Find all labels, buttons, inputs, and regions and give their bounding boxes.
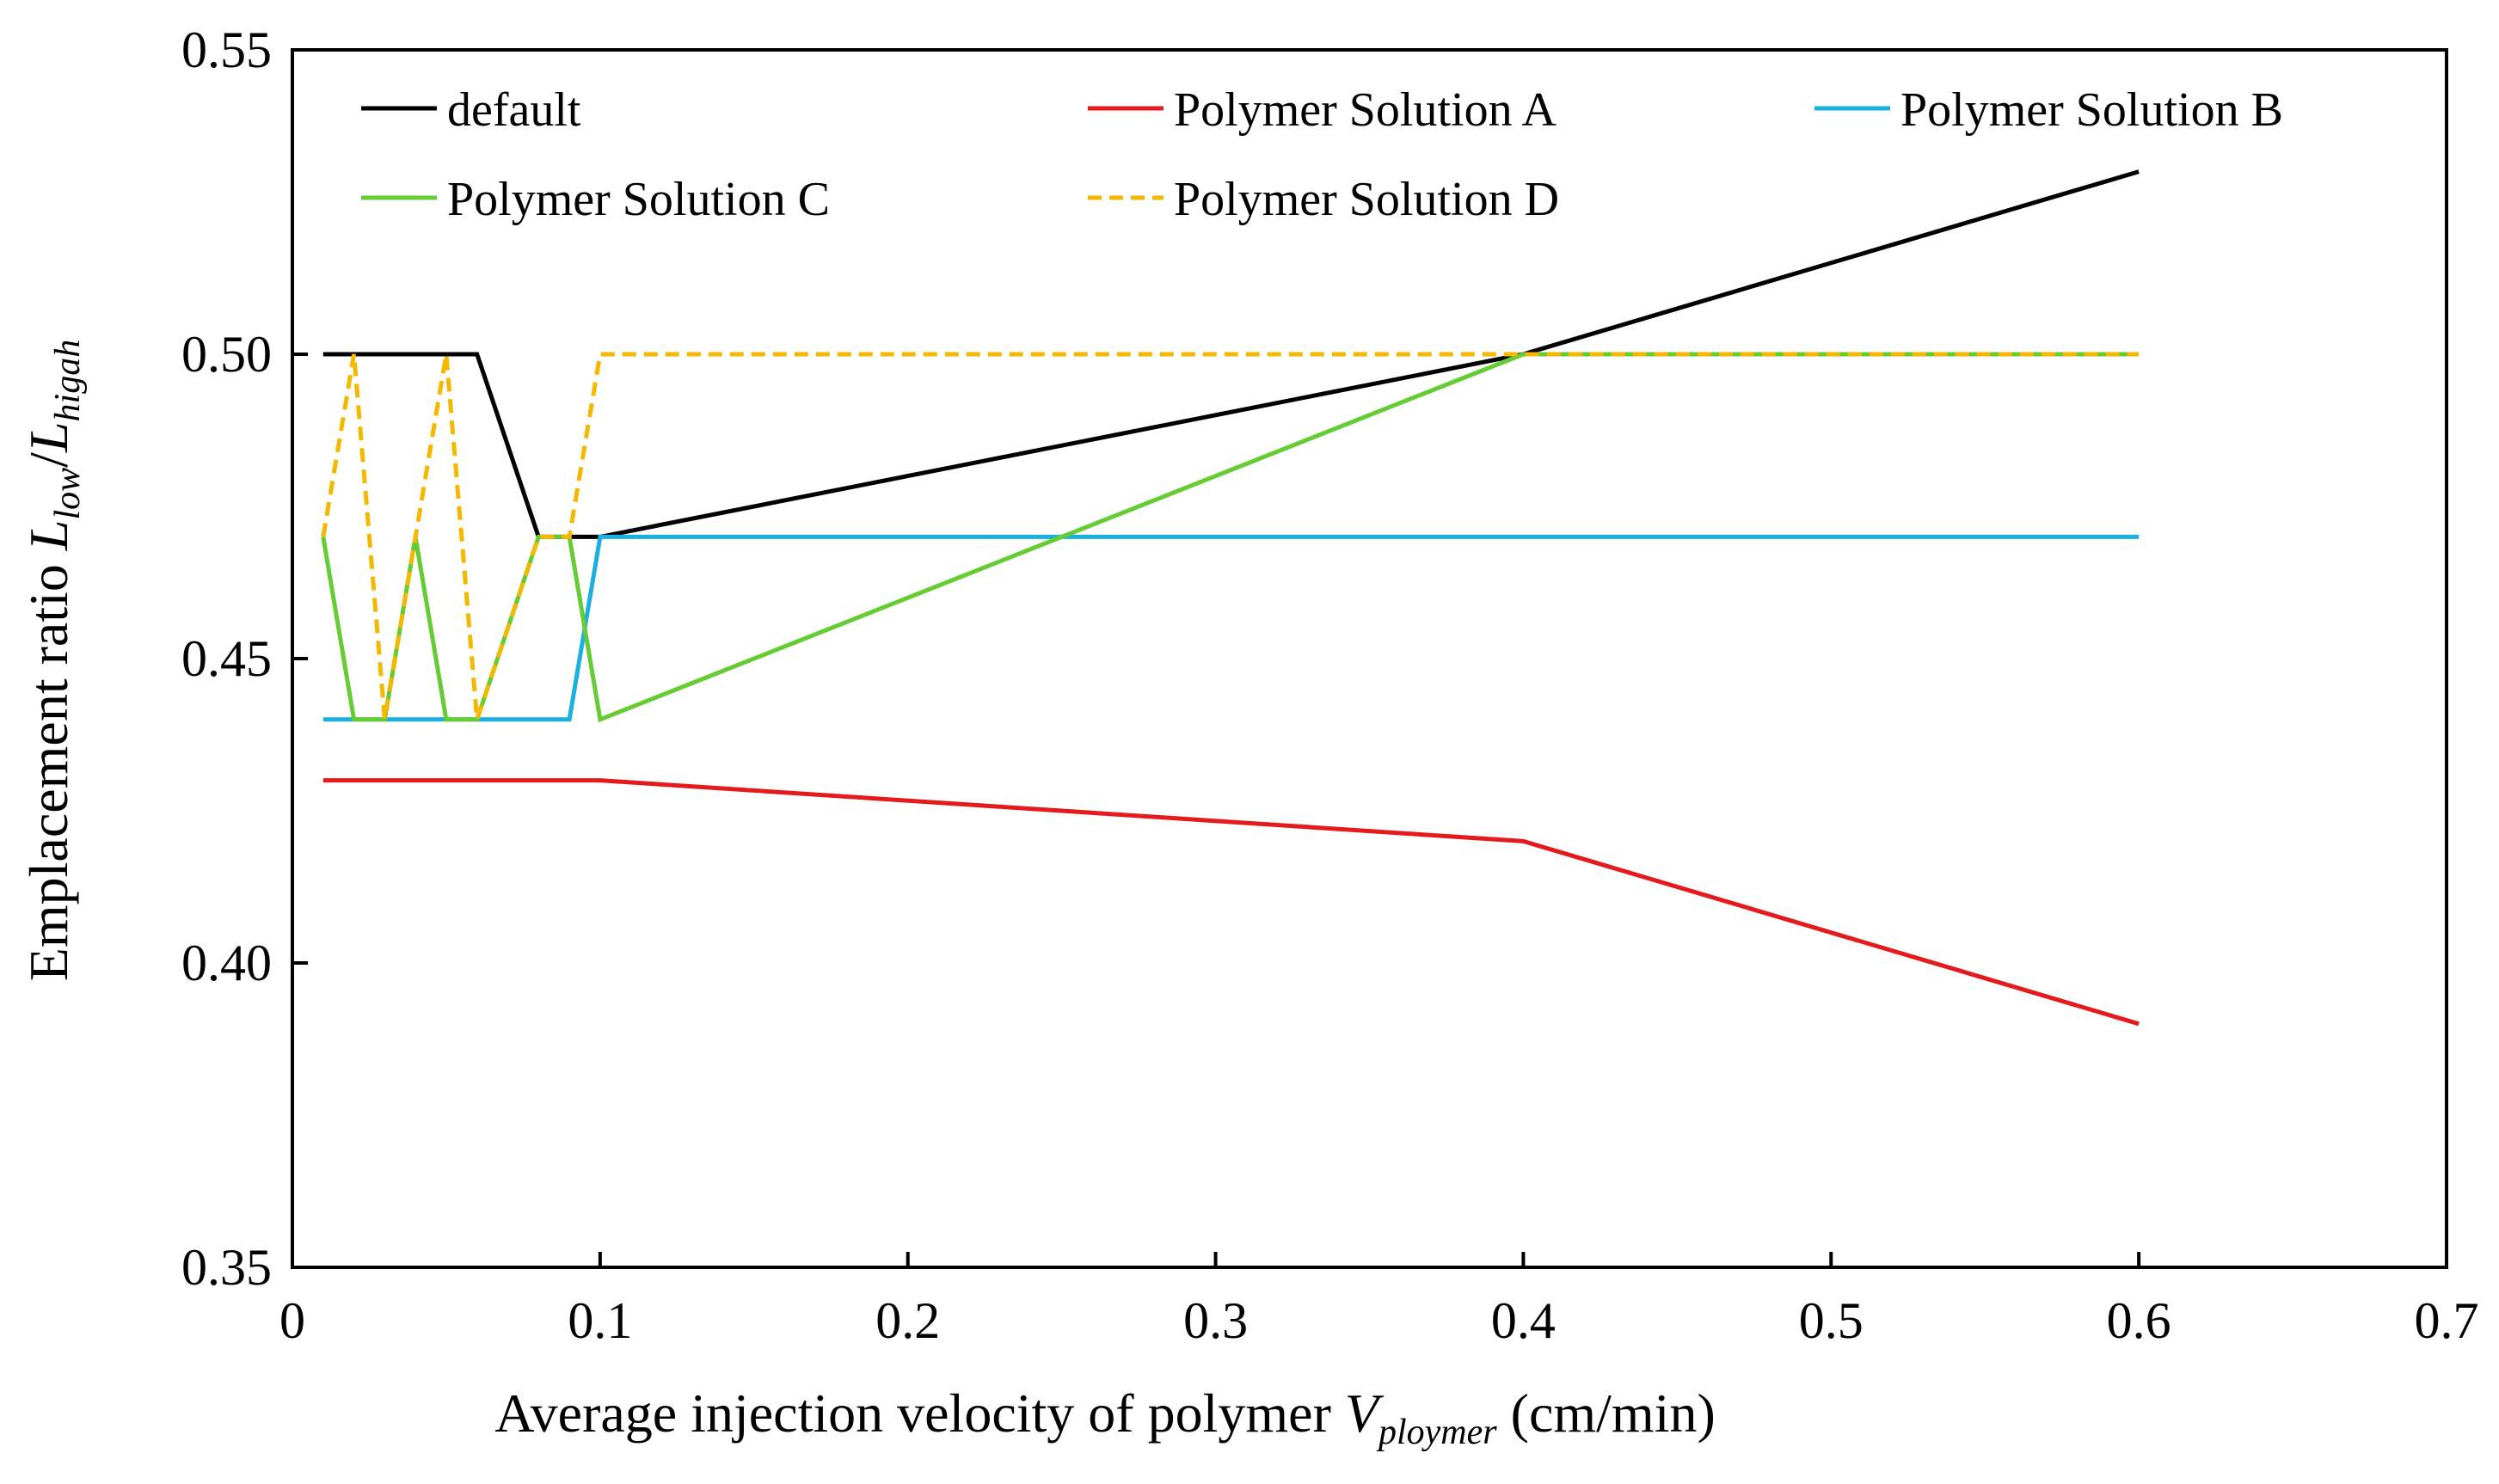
y-axis-title-subscript-1: low — [48, 468, 88, 520]
x-tick-label: 0 — [279, 1292, 305, 1349]
series-line-polymer-solution-c — [321, 352, 2140, 723]
y-axis-title-variable-2: L — [18, 421, 79, 453]
y-tick-label: 0.45 — [181, 630, 272, 687]
x-axis-title-subscript: ploymer — [1376, 1413, 1497, 1452]
legend-label-default: default — [447, 83, 581, 137]
x-axis-title-suffix: (cm/min) — [1497, 1383, 1716, 1444]
legend-label-polymer-solution-d: Polymer Solution D — [1174, 173, 1559, 226]
x-tick-label: 0.5 — [1799, 1292, 1864, 1349]
y-axis-title-subscript-2: higah — [48, 340, 88, 422]
legend-label-polymer-solution-b: Polymer Solution B — [1900, 83, 2283, 137]
x-tick-label: 0.4 — [1491, 1292, 1556, 1349]
x-axis-title-variable: V — [1345, 1383, 1385, 1444]
y-axis-title: Emplacement ratio Llow/Lhigah — [18, 340, 88, 981]
y-axis-ticks: 0.35 0.40 0.45 0.50 0.55 — [181, 21, 308, 1296]
y-axis-title-variable-1: L — [18, 520, 79, 552]
x-axis-title-prefix: Average injection velocity of polymer — [494, 1383, 1345, 1444]
series-line-polymer-solution-d — [321, 352, 2140, 721]
series-line-polymer-solution-a — [322, 778, 2140, 1027]
x-axis-ticks: 0 0.1 0.2 0.3 0.4 0.5 0.6 0.7 — [279, 1252, 2479, 1349]
legend-label-polymer-solution-c: Polymer Solution C — [447, 173, 830, 226]
y-axis-title-slash: / — [18, 452, 79, 468]
x-tick-label: 0.2 — [875, 1292, 940, 1349]
x-axis-title: Average injection velocity of polymer Vp… — [494, 1383, 1716, 1452]
x-tick-label: 0.1 — [568, 1292, 632, 1349]
series-layer — [321, 169, 2140, 1027]
x-tick-label: 0.7 — [2415, 1292, 2479, 1349]
legend-label-polymer-solution-a: Polymer Solution A — [1174, 83, 1557, 137]
y-axis-title-prefix: Emplacement ratio — [18, 550, 79, 981]
x-tick-label: 0.3 — [1183, 1292, 1248, 1349]
y-tick-label: 0.50 — [181, 326, 272, 383]
y-tick-label: 0.35 — [181, 1239, 272, 1296]
y-tick-label: 0.55 — [181, 21, 272, 78]
x-tick-label: 0.6 — [2107, 1292, 2171, 1349]
legend: default Polymer Solution A Polymer Solutio… — [361, 83, 2283, 226]
y-tick-label: 0.40 — [181, 935, 272, 991]
